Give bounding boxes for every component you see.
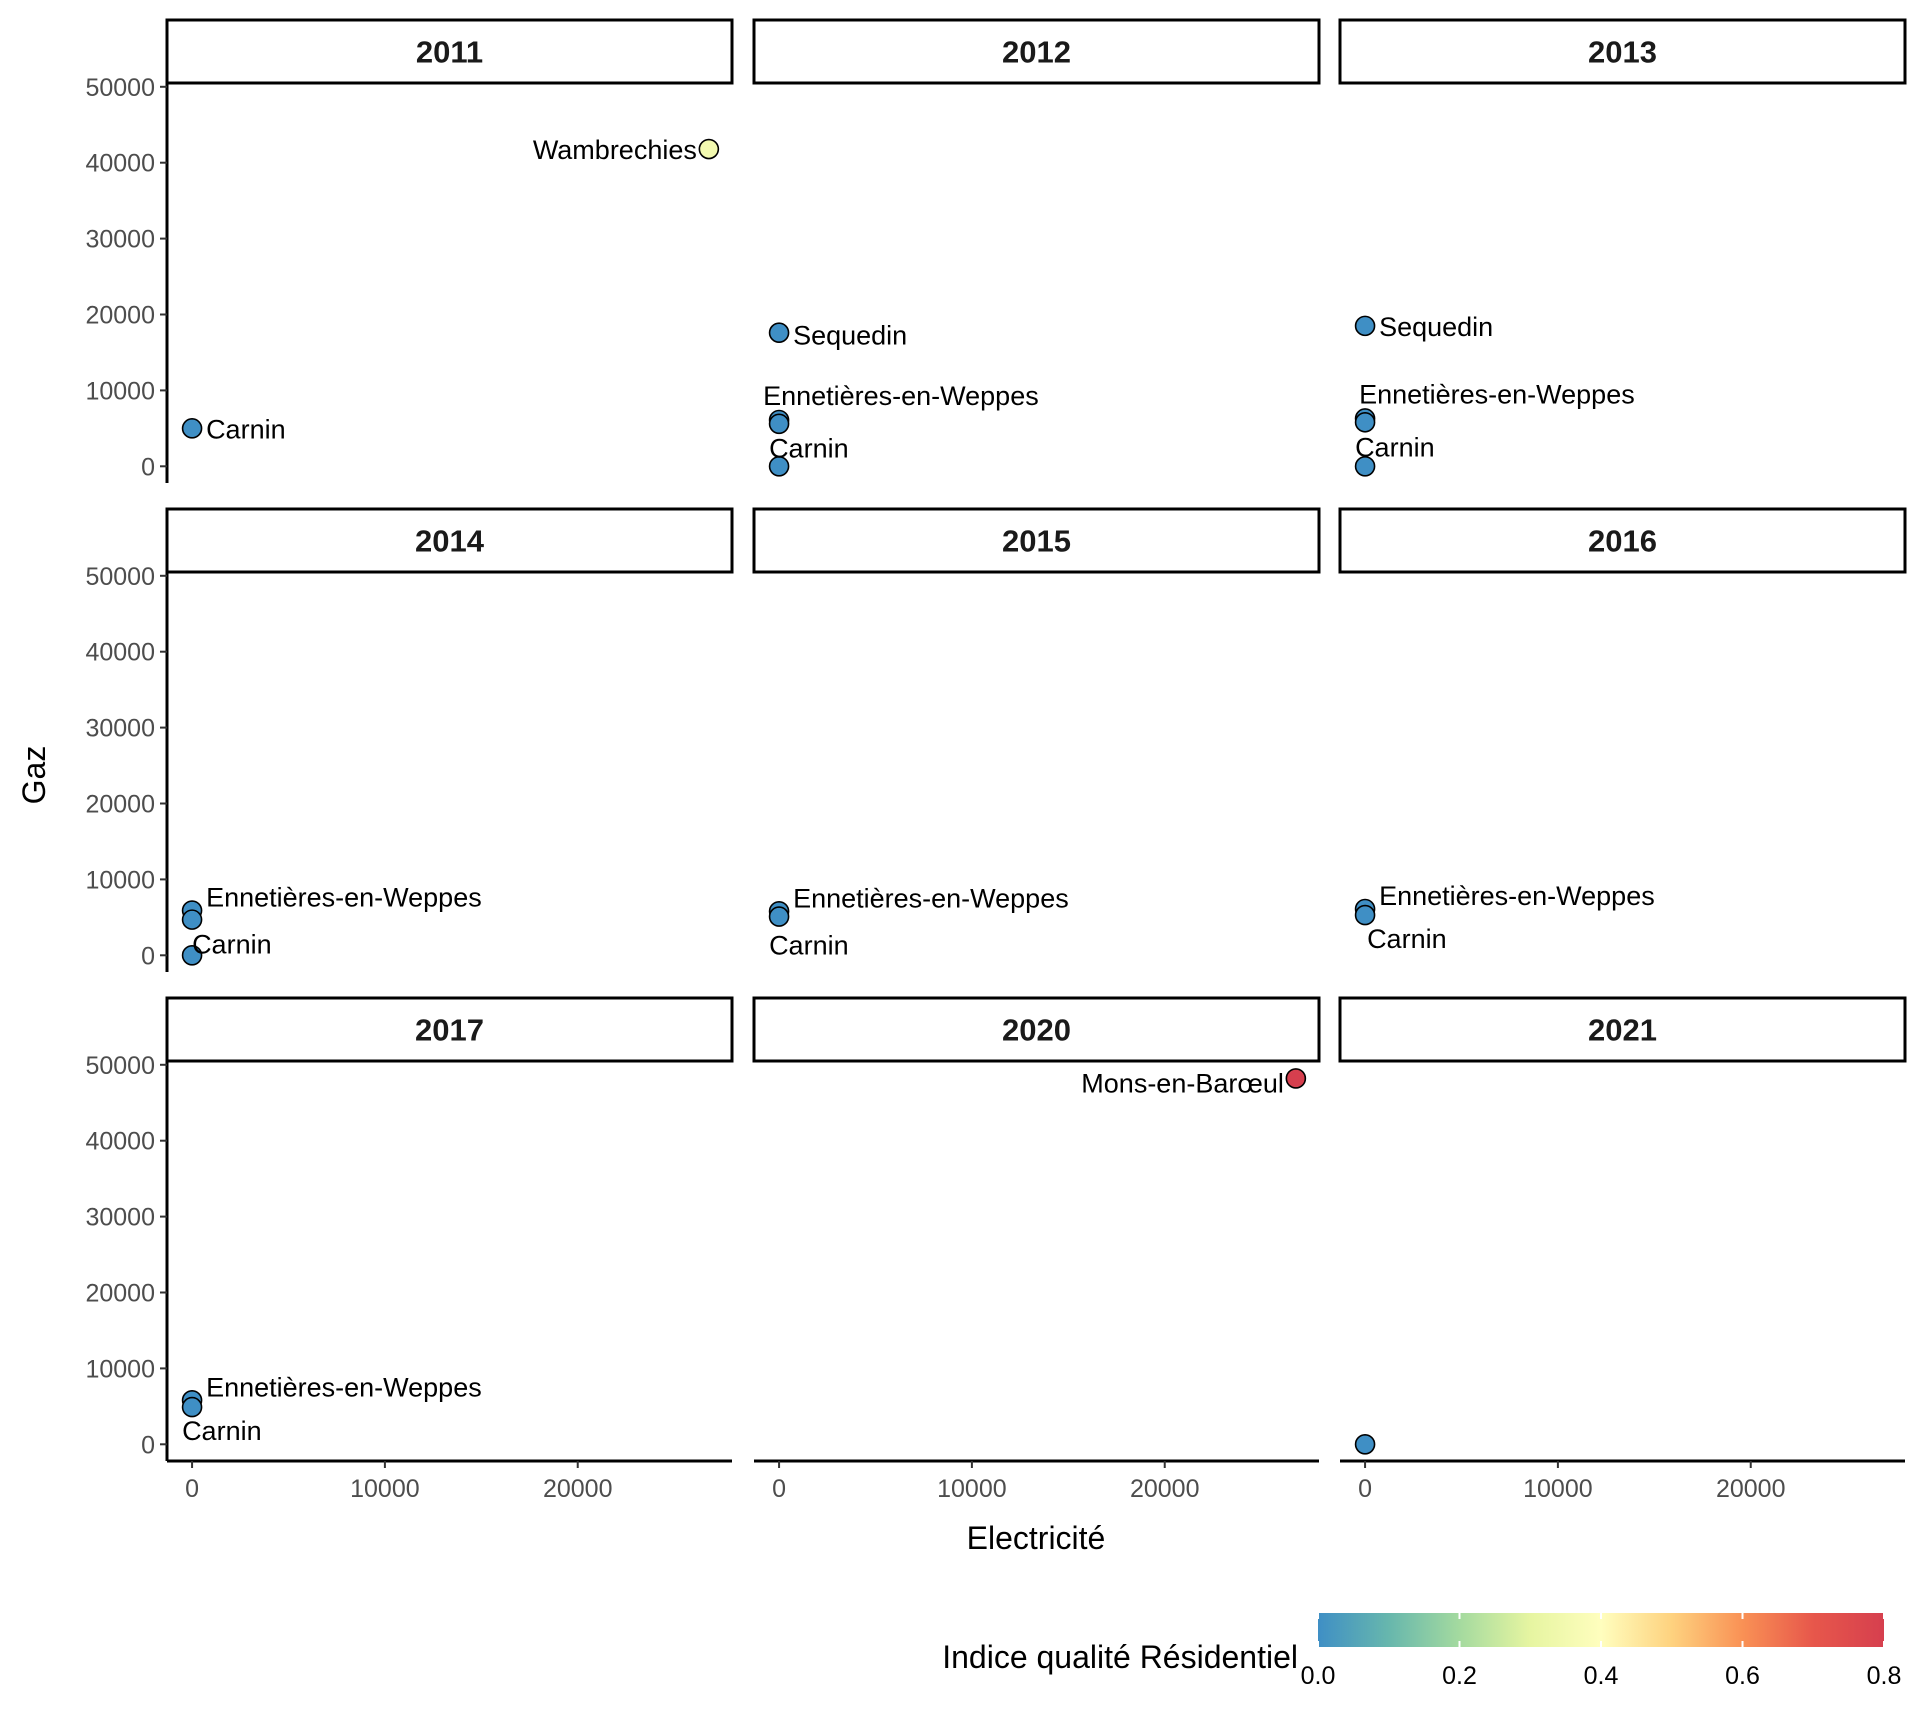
point-label: Ennetières-en-Weppes — [763, 381, 1039, 411]
facet-strip — [165, 507, 734, 574]
x-tick-label: 0 — [185, 1475, 199, 1503]
point-label: Carnin — [192, 929, 272, 959]
point-label: Ennetières-en-Weppes — [1379, 881, 1655, 911]
y-tick-label: 0 — [141, 942, 155, 970]
point-label: Sequedin — [793, 321, 907, 351]
facet-strip-label: 2012 — [1002, 35, 1071, 70]
y-tick-label: 30000 — [85, 226, 155, 254]
point-label: Sequedin — [1379, 312, 1493, 342]
data-point — [1354, 904, 1376, 926]
data-point — [768, 456, 790, 477]
x-tick-label: 10000 — [937, 1475, 1007, 1503]
facet-strip — [752, 18, 1321, 85]
point-label: Ennetières-en-Weppes — [793, 883, 1069, 913]
facet-2021: 2021 0 10000 20000 — [1338, 996, 1907, 1503]
data-point — [1354, 1434, 1376, 1455]
y-tick-label: 50000 — [85, 563, 155, 591]
facet-2012: 2012 Sequedin Ennetières-en-Weppes Carnin — [752, 18, 1321, 477]
facet-strip — [752, 507, 1321, 574]
point-label: Ennetières-en-Weppes — [206, 1372, 482, 1402]
y-tick-label: 20000 — [85, 1279, 155, 1307]
point-label: Carnin — [206, 414, 286, 444]
data-point — [1285, 1068, 1307, 1089]
legend-title: Indice qualité Résidentiel — [942, 1639, 1298, 1675]
y-tick-label: 40000 — [85, 639, 155, 667]
y-tick-label: 20000 — [85, 301, 155, 329]
y-tick-label: 0 — [141, 1431, 155, 1459]
point-label: Mons-en-Barœul — [1081, 1068, 1284, 1098]
colorbar-tick-label: 0.0 — [1301, 1662, 1336, 1690]
facet-strip — [1338, 996, 1907, 1063]
data-point — [768, 413, 790, 435]
y-tick-label: 40000 — [85, 150, 155, 178]
colorbar-tick-label: 0.6 — [1725, 1662, 1760, 1690]
y-tick-label: 10000 — [85, 1355, 155, 1383]
point-label: Carnin — [182, 1416, 262, 1446]
facet-strip-label: 2016 — [1588, 524, 1657, 559]
data-point — [181, 1396, 203, 1418]
x-tick-label: 10000 — [350, 1475, 420, 1503]
facet-strip-label: 2013 — [1588, 35, 1657, 70]
facet-strip-label: 2015 — [1002, 524, 1071, 559]
data-point — [768, 322, 790, 344]
facet-2020: 2020 0 10000 20000 Mons-en-Barœul — [752, 996, 1321, 1503]
point-label: Carnin — [769, 433, 849, 463]
facet-strip — [165, 18, 734, 85]
facet-strip — [1338, 18, 1907, 85]
facet-strip-label: 2011 — [416, 35, 483, 70]
x-axis-title: Electricité — [967, 1520, 1106, 1556]
colorbar-tick-label: 0.8 — [1867, 1662, 1902, 1690]
data-point — [1354, 456, 1376, 477]
data-point — [181, 909, 203, 930]
y-axis-title: Gaz — [16, 746, 52, 805]
colorbar-tick-label: 0.2 — [1442, 1662, 1477, 1690]
x-tick-label: 20000 — [543, 1475, 613, 1503]
x-tick-label: 10000 — [1523, 1475, 1593, 1503]
point-label: Ennetières-en-Weppes — [1359, 379, 1635, 409]
y-tick-label: 30000 — [85, 715, 155, 743]
x-tick-label: 20000 — [1130, 1475, 1200, 1503]
y-tick-label: 30000 — [85, 1204, 155, 1232]
facet-strip — [752, 996, 1321, 1063]
point-label: Ennetières-en-Weppes — [206, 883, 482, 913]
point-label: Wambrechies — [533, 135, 697, 165]
data-point — [181, 418, 203, 439]
y-tick-label: 10000 — [85, 866, 155, 894]
facet-2011: 2011 0 10000 20000 30000 40000 50000 Carnin Wamb… — [85, 18, 734, 483]
y-tick-label: 50000 — [85, 74, 155, 102]
facet-strip-label: 2020 — [1002, 1013, 1071, 1048]
data-point — [1354, 315, 1376, 337]
x-tick-label: 0 — [772, 1475, 786, 1503]
facet-strip-label: 2021 — [1588, 1013, 1657, 1048]
facet-2013: 2013 Sequedin Ennetières-en-Weppes Carnin — [1338, 18, 1907, 477]
point-label: Carnin — [1367, 924, 1447, 954]
data-point — [698, 138, 720, 160]
colorbar-tick-label: 0.4 — [1584, 1662, 1619, 1690]
y-tick-label: 10000 — [85, 377, 155, 405]
facet-2015: 2015 Ennetières-en-Weppes Carnin — [752, 507, 1321, 961]
facet-strip-label: 2014 — [415, 524, 485, 559]
facet-strip-label: 2017 — [415, 1013, 484, 1048]
facet-strip — [165, 996, 734, 1063]
x-tick-label: 0 — [1358, 1475, 1372, 1503]
facet-strip — [1338, 507, 1907, 574]
data-point — [1354, 411, 1376, 433]
facet-2014: 2014 0 10000 20000 30000 40000 50000 Ennetières… — [85, 507, 734, 972]
point-label: Carnin — [769, 931, 849, 961]
data-point — [768, 906, 790, 927]
facet-2016: 2016 Ennetières-en-Weppes Carnin — [1338, 507, 1907, 954]
y-tick-label: 40000 — [85, 1128, 155, 1156]
y-tick-label: 0 — [141, 453, 155, 481]
x-tick-label: 20000 — [1716, 1475, 1786, 1503]
point-label: Carnin — [1355, 432, 1435, 462]
y-tick-label: 50000 — [85, 1052, 155, 1080]
y-tick-label: 20000 — [85, 790, 155, 818]
facet-2017: 2017 0 10000 20000 30000 40000 50000 0 10000 2000… — [85, 996, 734, 1503]
data-point — [181, 945, 203, 966]
